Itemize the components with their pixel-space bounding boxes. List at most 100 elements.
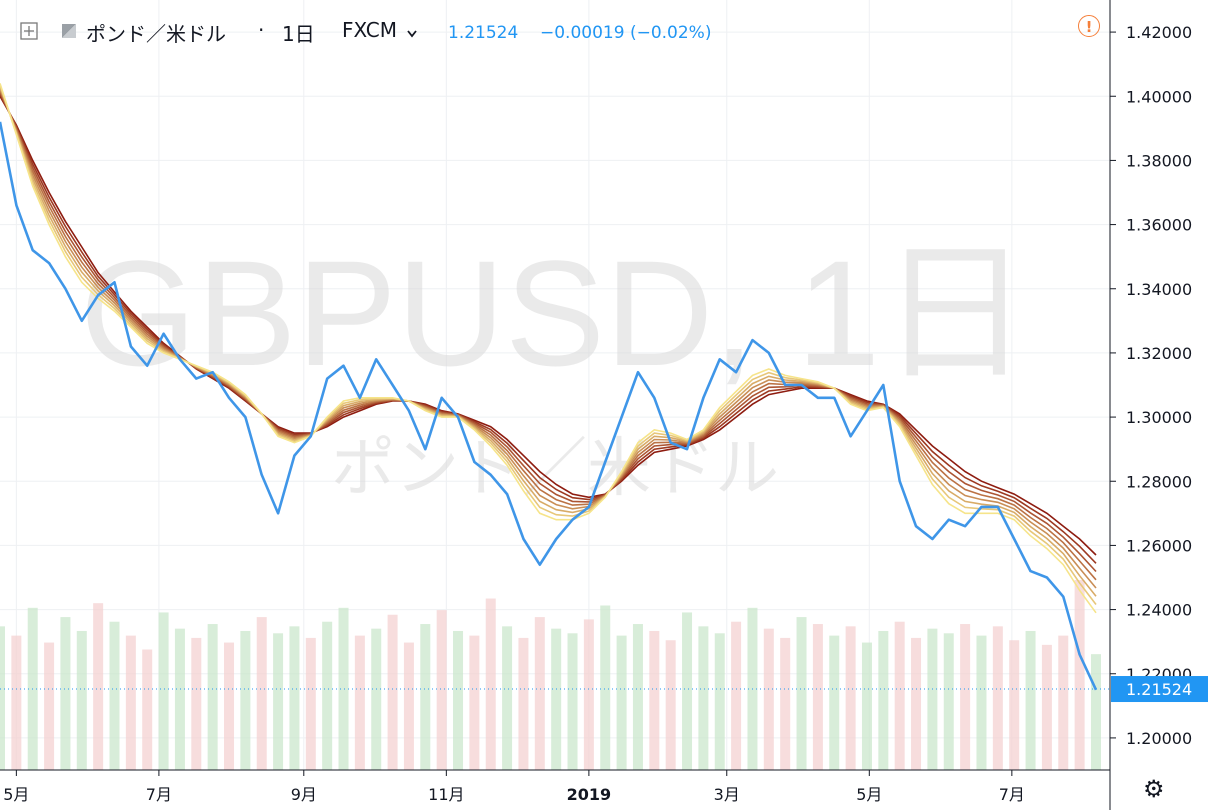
volume-bar — [469, 635, 480, 770]
volume-bar — [338, 607, 349, 770]
volume-bar — [616, 635, 627, 770]
y-tick-label: 1.20000 — [1126, 729, 1192, 748]
x-tick-label: 9月 — [291, 785, 317, 804]
symbol-flag-icon — [60, 22, 78, 44]
volume-bar — [322, 621, 333, 770]
volume-bar — [714, 633, 725, 770]
volume-bar — [780, 637, 791, 770]
volume-bar — [1041, 644, 1052, 770]
y-tick-label: 1.24000 — [1126, 601, 1192, 620]
volume-bar — [829, 635, 840, 770]
volume-bar — [60, 617, 71, 770]
exchange-label[interactable]: FXCM — [342, 18, 397, 42]
y-tick-label: 1.36000 — [1126, 216, 1192, 235]
x-tick-label: 7月 — [999, 785, 1025, 804]
volume-bar — [158, 612, 169, 770]
volume-bar — [485, 598, 496, 770]
last-price: 1.21524 — [448, 23, 519, 43]
interval-label[interactable]: 1日 — [282, 22, 315, 46]
volume-bar — [911, 637, 922, 770]
volume-bar — [960, 624, 971, 770]
x-tick-label: 5月 — [3, 785, 29, 804]
add-indicator-icon[interactable] — [20, 22, 38, 44]
y-tick-label: 1.40000 — [1126, 87, 1192, 106]
volume-bar — [518, 637, 529, 770]
symbol-name[interactable]: ポンド／米ドル — [86, 22, 226, 46]
ma-ribbon-layer — [0, 83, 1097, 614]
volume-bar — [731, 621, 742, 770]
volume-bar — [878, 630, 889, 770]
volume-bar — [273, 633, 284, 770]
volume-bar — [567, 633, 578, 770]
price-change: −0.00019 (−0.02%) — [540, 23, 712, 43]
y-tick-label: 1.32000 — [1126, 344, 1192, 363]
watermark-subtitle: ポンド／米ドル — [331, 432, 779, 506]
volume-bar — [845, 626, 856, 770]
volume-bar — [387, 614, 398, 770]
volume-bar — [534, 617, 545, 770]
volume-bar — [894, 621, 905, 770]
volume-bar — [976, 635, 987, 770]
volume-bar — [109, 621, 120, 770]
volume-bar — [1058, 635, 1069, 770]
volume-bar — [812, 624, 823, 770]
chevron-down-icon[interactable] — [406, 24, 418, 43]
volume-bar — [289, 626, 300, 770]
last-price-tag — [1111, 676, 1208, 703]
volume-bar — [551, 628, 562, 770]
volume-bar — [649, 630, 660, 770]
volume-bar — [420, 624, 431, 770]
volume-bar — [174, 628, 185, 770]
volume-bar — [796, 617, 807, 770]
gear-icon[interactable]: ⚙ — [1143, 775, 1165, 803]
volume-bar — [698, 626, 709, 770]
header-separator: · — [258, 18, 265, 42]
volume-bar — [763, 628, 774, 770]
volume-bar — [256, 617, 267, 770]
volume-bar — [665, 640, 676, 770]
volume-bar — [207, 624, 218, 770]
volume-bar — [371, 628, 382, 770]
volume-bar — [1074, 580, 1085, 770]
x-tick-label: 7月 — [146, 785, 172, 804]
ma-line — [0, 83, 1097, 614]
volume-bar — [0, 626, 5, 770]
x-tick-label: 2019 — [567, 785, 612, 804]
y-tick-label: 1.30000 — [1126, 408, 1192, 427]
last-price-tag-label: 1.21524 — [1126, 680, 1192, 699]
volume-bar — [142, 649, 153, 770]
volume-bar — [632, 624, 643, 770]
alert-icon[interactable]: ! — [1078, 15, 1100, 37]
volume-bar — [502, 626, 513, 770]
volume-bar — [354, 635, 365, 770]
chart-header: ポンド／米ドル · 1日 FXCM 1.21524 −0.00019 (−0.0… — [0, 0, 1110, 62]
y-tick-label: 1.38000 — [1126, 151, 1192, 170]
volume-bar — [682, 612, 693, 770]
x-tick-label: 3月 — [714, 785, 740, 804]
volume-bar — [224, 642, 235, 770]
volume-bar — [1009, 640, 1020, 770]
volume-bar — [436, 610, 447, 770]
volume-bar — [44, 642, 55, 770]
y-tick-label: 1.34000 — [1126, 280, 1192, 299]
volume-bar — [600, 605, 611, 770]
volume-bar — [583, 619, 594, 770]
volume-bar — [453, 630, 464, 770]
volume-bar — [927, 628, 938, 770]
y-tick-label: 1.42000 — [1126, 23, 1192, 42]
x-tick-label: 5月 — [856, 785, 882, 804]
volume-bar — [11, 635, 22, 770]
price-series-line — [0, 121, 1098, 691]
x-tick-label: 11月 — [428, 785, 464, 804]
volume-bar — [1090, 654, 1101, 770]
volume-bar — [403, 642, 414, 770]
volume-bar — [1025, 630, 1036, 770]
volume-bar — [93, 603, 104, 770]
volume-bar — [992, 626, 1003, 770]
volume-bar — [305, 637, 316, 770]
volume-layer — [0, 580, 1101, 770]
volume-bar — [943, 633, 954, 770]
